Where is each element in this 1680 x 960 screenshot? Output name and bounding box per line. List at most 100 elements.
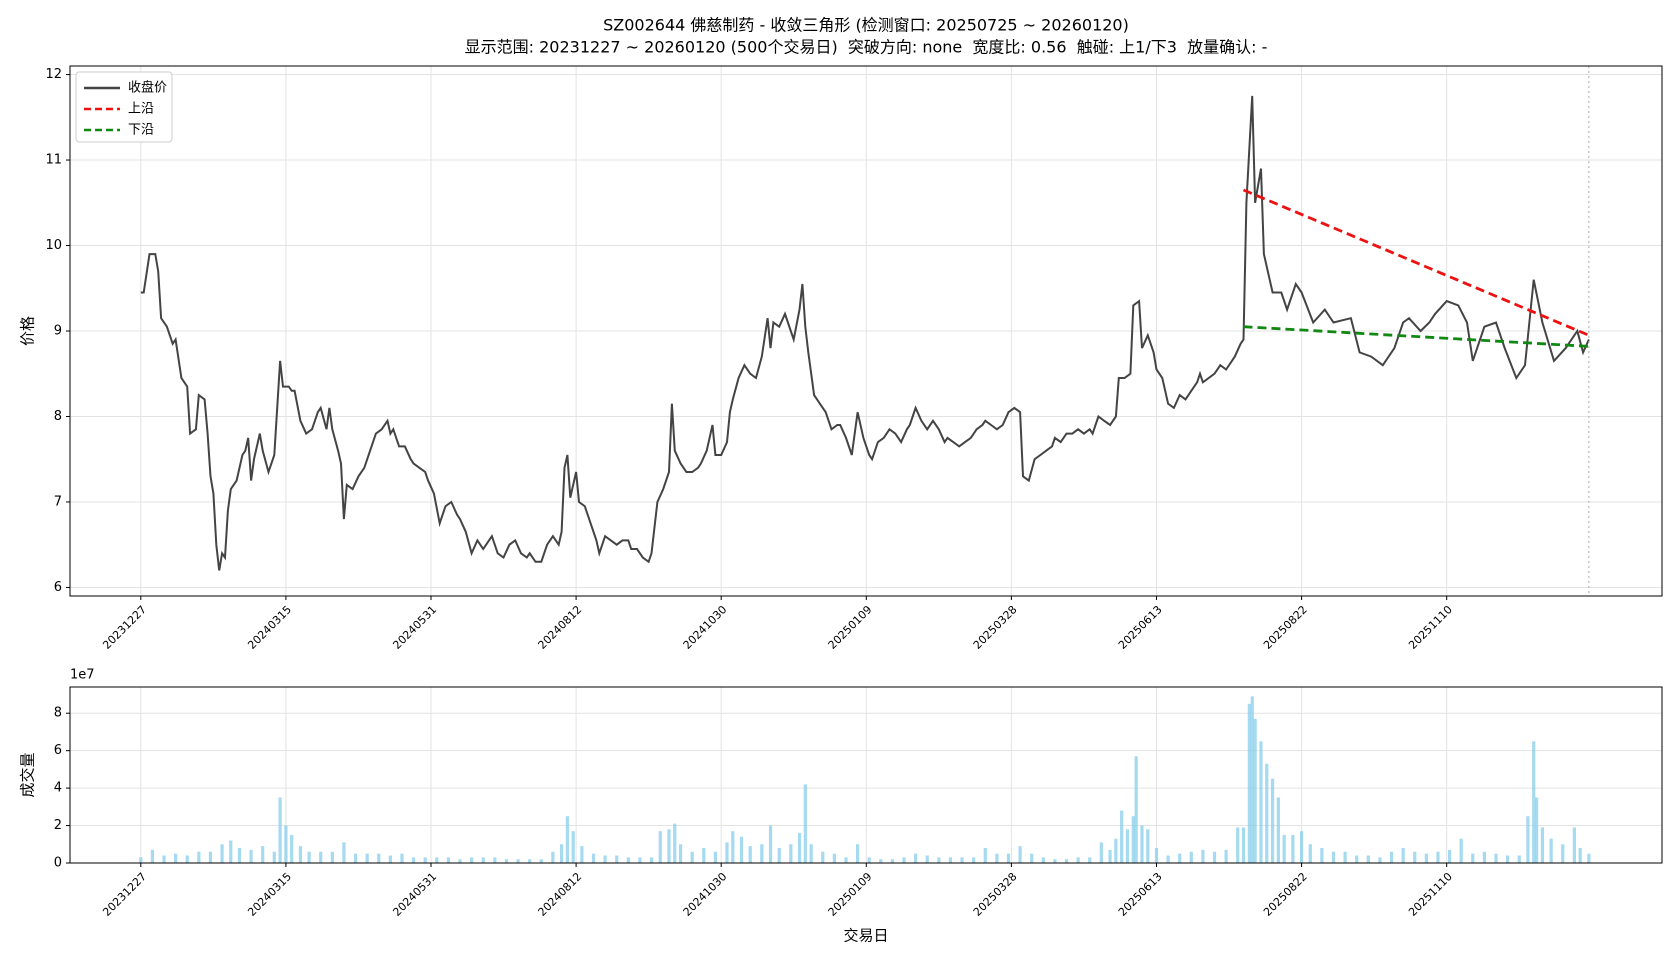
volume-bar [551,851,555,863]
y-tick-label: 6 [54,743,62,758]
volume-bar [690,851,694,863]
y-tick-label: 6 [54,580,62,595]
volume-bar [435,857,439,863]
volume-bar [1250,696,1254,863]
x-tick-label: 20241030 [681,603,730,652]
volume-bar [591,853,596,863]
x-tick-label: 20250109 [826,870,875,919]
volume-bar [423,857,427,863]
volume-bar [1053,859,1057,863]
volume-bar [504,859,509,863]
y-tick-label: 4 [54,781,62,796]
volume-bar [1265,763,1269,863]
volume-bar [298,846,303,863]
x-tick-label: 20231227 [100,603,149,652]
volume-bar [571,831,575,863]
volume-bar [353,853,358,863]
volume-bar [174,853,178,863]
plot-frame [69,686,1663,864]
volume-bar [667,829,671,863]
volume-bar [1526,816,1530,863]
volume-bar [1099,842,1103,863]
volume-bar [937,857,941,863]
volume-bar [914,853,918,863]
volume-bar [1076,857,1080,863]
volume-bar [1120,810,1124,863]
volume-bar [319,851,323,863]
x-axis-label: 交易日 [843,927,888,945]
y-tick-label: 9 [54,324,62,339]
volume-bar [1549,838,1553,863]
x-tick-label: 20240531 [390,870,439,919]
volume-bar [197,851,201,863]
x-tick-label: 20250109 [826,603,875,652]
volume-bar [902,857,906,863]
volume-bar [1532,741,1536,863]
volume-bar [307,851,311,863]
volume-bar [1436,851,1440,863]
x-tick-label: 20250328 [971,870,1020,919]
volume-bar [1578,848,1582,863]
volume-bar [365,853,369,863]
y-tick-label: 8 [54,706,62,721]
y-tick-label: 8 [54,409,62,424]
volume-bar [516,859,520,863]
volume-bar [925,855,929,863]
volume-bar [470,857,474,863]
volume-bar [1134,756,1138,863]
volume-bar [725,842,729,863]
volume-bar [1247,703,1251,863]
volume-bar [1114,838,1118,863]
volume-bar [458,859,462,863]
volume-bar [377,853,381,863]
volume-bar [388,855,392,863]
volume-bar [855,844,860,863]
volume-bar [1041,857,1045,863]
volume-bar [139,857,143,863]
volume-bar [208,851,213,863]
volume-bar [821,851,825,863]
volume-bar [832,853,836,863]
volume-bar [580,846,584,863]
x-tick-label: 20250613 [1116,870,1165,919]
volume-bar [1259,741,1263,863]
volume-bar [1166,855,1170,863]
chart-subtitle: 显示范围: 20231227 ~ 20260120 (500个交易日) 突破方向… [465,38,1268,57]
volume-bar [400,853,404,863]
volume-bar [220,844,224,863]
volume-bar [1366,855,1370,863]
y-axis-label: 成交量 [19,752,37,797]
y-tick-label: 12 [45,67,62,82]
legend-box [75,71,173,143]
volume-bar [1424,853,1428,863]
volume-bar [1299,831,1304,863]
volume-bar [1131,816,1135,863]
volume-bar [1154,848,1159,863]
volume-bar [1494,853,1498,863]
volume-bar [1587,853,1591,863]
volume-bar [638,857,642,863]
volume-bar [1241,827,1246,863]
volume-bar [1189,851,1193,863]
volume-bar [797,833,802,863]
volume-bar [972,857,976,863]
volume-bar [649,857,654,863]
volume-bar [272,851,276,863]
volume-bar [290,834,294,863]
volume-bar [960,857,964,863]
volume-bar [1401,848,1405,863]
x-tick-label: 20251110 [1406,603,1455,652]
volume-bar [983,848,987,863]
volume-bar [809,844,813,863]
y-tick-label: 11 [45,153,62,168]
volume-bar [867,857,871,863]
y-tick-label: 2 [54,818,62,833]
volume-bar [603,855,607,863]
volume-bar [539,859,543,863]
volume-bar [284,825,288,863]
volume-bar [1018,846,1022,863]
legend-label: 收盘价 [128,80,167,96]
y-tick-label: 0 [54,856,62,871]
x-tick-label: 20250822 [1261,870,1310,919]
volume-bar [237,848,242,863]
